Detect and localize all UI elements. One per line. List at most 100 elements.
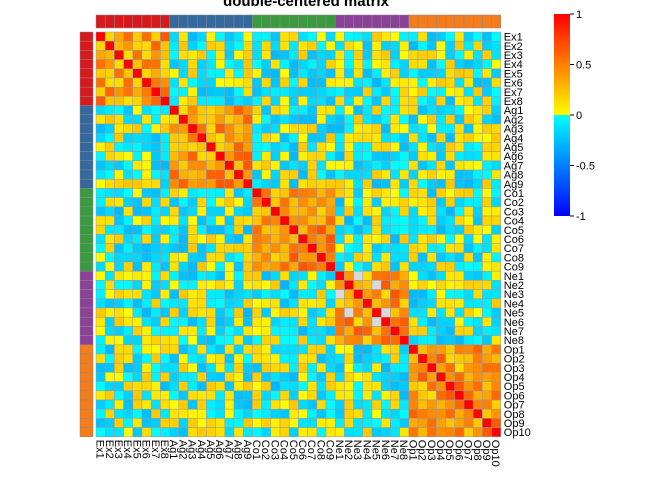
heatmap-cell [399,132,410,143]
heatmap-cell [491,40,502,51]
row-label: Ne4 [504,298,524,310]
heatmap-cell [426,298,437,309]
heatmap-cell [150,96,161,106]
heatmap-cell [141,418,152,428]
heatmap-cell [150,169,161,180]
heatmap-cell [491,326,502,336]
heatmap-cell [196,362,207,373]
heatmap-cell [224,224,235,235]
heatmap-cell [344,215,354,226]
heatmap-cell [187,114,198,125]
heatmap-cell [417,270,428,281]
heatmap-cell [288,215,299,226]
heatmap-cell [307,418,318,428]
heatmap-cell [123,169,134,180]
heatmap-cell [233,50,244,60]
heatmap-cell [160,77,170,88]
heatmap-cell [445,399,456,410]
heatmap-cell [288,68,299,79]
heatmap-cell [371,160,382,171]
heatmap-cell [334,362,345,373]
row-label: Co8 [504,252,524,264]
heatmap-cell [187,77,198,88]
heatmap-cell [242,224,253,235]
heatmap-cell [270,280,281,290]
column-label: Ag1 [167,440,179,460]
heatmap-cell [252,160,262,171]
group-bar-cell [445,14,456,29]
group-bar-cell [390,14,400,29]
heatmap-cell [482,298,492,309]
heatmap-cell [325,252,336,263]
group-bar-cell [463,14,474,29]
heatmap-cell [141,224,152,235]
heatmap-cell [123,280,134,290]
heatmap-cell [95,215,106,226]
heatmap-cell [104,31,115,42]
heatmap-cell [261,362,272,373]
heatmap-cell [417,123,428,134]
heatmap-cell [206,372,216,382]
heatmap-cell [114,234,124,244]
heatmap-cell [270,68,281,79]
heatmap-cell [215,151,226,162]
heatmap-cell [436,151,446,162]
heatmap-cell [307,335,318,346]
heatmap-cell [261,418,272,428]
heatmap-cell [187,270,198,281]
heatmap-cell [325,31,336,42]
column-label: Op6 [452,440,464,461]
group-bar-cell [307,14,318,29]
heatmap-cell [169,390,180,401]
heatmap-cell [95,390,106,401]
heatmap-cell [104,307,115,318]
heatmap-cell [141,59,152,70]
heatmap-cell [252,390,262,401]
heatmap-cell [224,77,235,88]
heatmap-cell [380,399,391,410]
heatmap-cell [178,307,189,318]
heatmap-cell [463,298,474,309]
heatmap-cell [141,261,152,272]
heatmap-cell [252,335,262,346]
heatmap-cell [252,169,262,180]
row-label: Ne7 [504,326,524,338]
heatmap-cell [482,142,492,152]
heatmap-cell [215,132,226,143]
heatmap-cell [390,381,400,392]
heatmap-cell [399,372,410,382]
heatmap-cell [445,160,456,171]
heatmap-cell [445,243,456,254]
heatmap-cell [123,418,134,428]
colorbar-tick-label: -0.5 [576,161,595,173]
heatmap-cell [334,234,345,244]
heatmap-cell [242,114,253,125]
heatmap-cell [169,68,180,79]
heatmap-cell [426,335,437,346]
heatmap-cell [353,40,364,51]
heatmap-cell [482,362,492,373]
heatmap-cell [95,270,106,281]
heatmap-cell [399,298,410,309]
heatmap-cell [463,123,474,134]
heatmap-cell [178,59,189,70]
heatmap-cell [472,372,483,382]
heatmap-cell [141,344,152,355]
heatmap-cell [178,372,189,382]
heatmap-cell [399,381,410,392]
heatmap-cell [390,68,400,79]
heatmap-cell [417,280,428,290]
heatmap-cell [445,142,456,152]
heatmap-cell [316,59,327,70]
heatmap-cell [454,344,465,355]
heatmap-cell [436,353,446,364]
heatmap-cell [316,86,327,97]
heatmap-cell [104,59,115,70]
heatmap-cell [169,123,180,134]
heatmap-cell [472,178,483,189]
heatmap-cell [399,427,410,438]
heatmap-cell [252,344,262,355]
heatmap-cell [390,206,400,217]
heatmap-cell [463,178,474,189]
heatmap-cell [224,270,235,281]
